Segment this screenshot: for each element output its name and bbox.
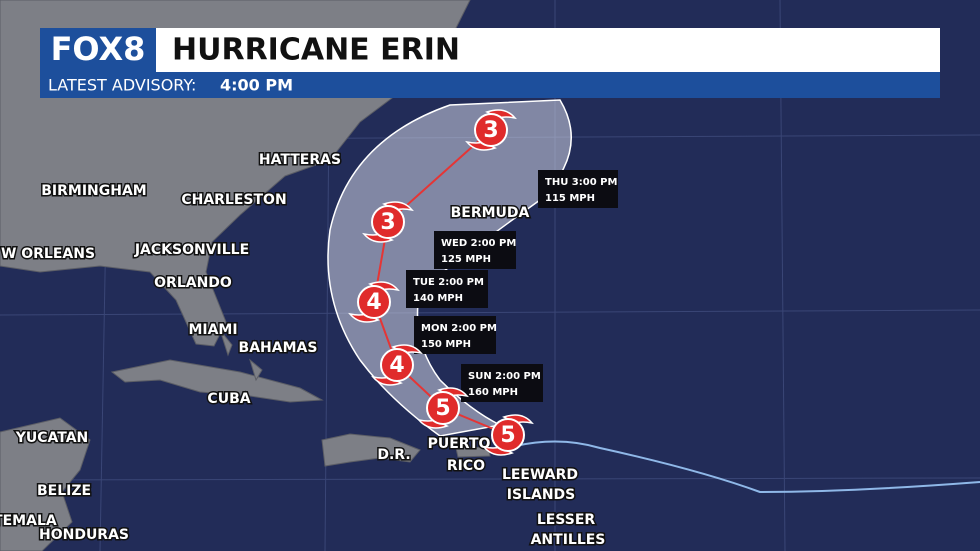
storm-category: 5 bbox=[435, 396, 450, 421]
place-label: JACKSONVILLE bbox=[134, 242, 249, 258]
place-labels: HATTERAS BIRMINGHAM CHARLESTON BERMUDA W ORL… bbox=[0, 151, 607, 550]
storm-category: 3 bbox=[380, 210, 395, 235]
forecast-box bbox=[538, 170, 618, 208]
forecast-time: WED 2:00 PM bbox=[441, 238, 516, 249]
past-track bbox=[514, 440, 980, 494]
storm-icon bbox=[371, 205, 405, 239]
storm-category: 4 bbox=[366, 290, 381, 315]
forecast-box bbox=[406, 270, 488, 308]
forecast-labels: THU 3:00 PM 115 MPH WED 2:00 PM 125 MPH TUE … bbox=[406, 170, 618, 402]
place-label: W ORLEANS bbox=[1, 246, 95, 262]
place-label: HATTERAS bbox=[259, 152, 341, 168]
forecast-wind: 115 MPH bbox=[545, 193, 595, 204]
place-label: HONDURAS bbox=[39, 527, 129, 543]
place-label: ATEMALA bbox=[0, 513, 57, 529]
forecast-time: THU 3:00 PM bbox=[545, 177, 617, 188]
storm-icons: 5 5 4 4 3 3 bbox=[348, 109, 534, 456]
place-label: YUCATAN bbox=[15, 430, 89, 446]
logo-box bbox=[40, 28, 156, 72]
forecast-box bbox=[434, 231, 516, 269]
forecast-box bbox=[461, 364, 543, 402]
place-label: ORLANDO bbox=[154, 275, 232, 291]
storm-category: 5 bbox=[500, 423, 515, 448]
place-label: RICO bbox=[447, 458, 485, 474]
storm-icon bbox=[380, 348, 414, 382]
advisory-label: LATEST ADVISORY: bbox=[48, 76, 196, 95]
place-label: PUERTO bbox=[428, 436, 491, 452]
place-label: BIRMINGHAM bbox=[41, 183, 147, 199]
forecast-time: MON 2:00 PM bbox=[421, 323, 497, 334]
place-label: D.R. bbox=[377, 447, 410, 463]
storm-category: 3 bbox=[483, 118, 498, 143]
forecast-wind: 150 MPH bbox=[421, 339, 471, 350]
title: HURRICANE ERIN bbox=[172, 33, 460, 68]
storm-icon bbox=[491, 418, 525, 452]
place-label: LEEWARD bbox=[502, 467, 578, 483]
place-label: BELIZE bbox=[37, 483, 91, 499]
forecast-time: TUE 2:00 PM bbox=[413, 277, 484, 288]
place-label: BERMUDA bbox=[451, 205, 530, 221]
storm-icon bbox=[357, 285, 391, 319]
forecast-wind: 160 MPH bbox=[468, 387, 518, 398]
advisory-bar bbox=[40, 72, 940, 98]
header-bar bbox=[40, 28, 940, 72]
place-label: ISLANDS bbox=[507, 487, 575, 503]
place-label: CHARLESTON bbox=[181, 192, 286, 208]
forecast-wind: 140 MPH bbox=[413, 293, 463, 304]
storm-icon bbox=[426, 391, 460, 425]
forecast-box bbox=[414, 316, 496, 354]
storm-category: 4 bbox=[389, 353, 404, 378]
place-label: CUBA bbox=[207, 391, 250, 407]
forecast-wind: 125 MPH bbox=[441, 254, 491, 265]
forecast-time: SUN 2:00 PM bbox=[468, 371, 541, 382]
place-label: ANTILLES bbox=[531, 532, 606, 548]
logo: FOX8 bbox=[51, 30, 146, 68]
advisory-time: 4:00 PM bbox=[220, 76, 293, 95]
place-label: BAHAMAS bbox=[239, 340, 318, 356]
place-label: LESSER bbox=[537, 512, 596, 528]
place-label: MIAMI bbox=[188, 322, 237, 338]
storm-icon bbox=[474, 113, 508, 147]
